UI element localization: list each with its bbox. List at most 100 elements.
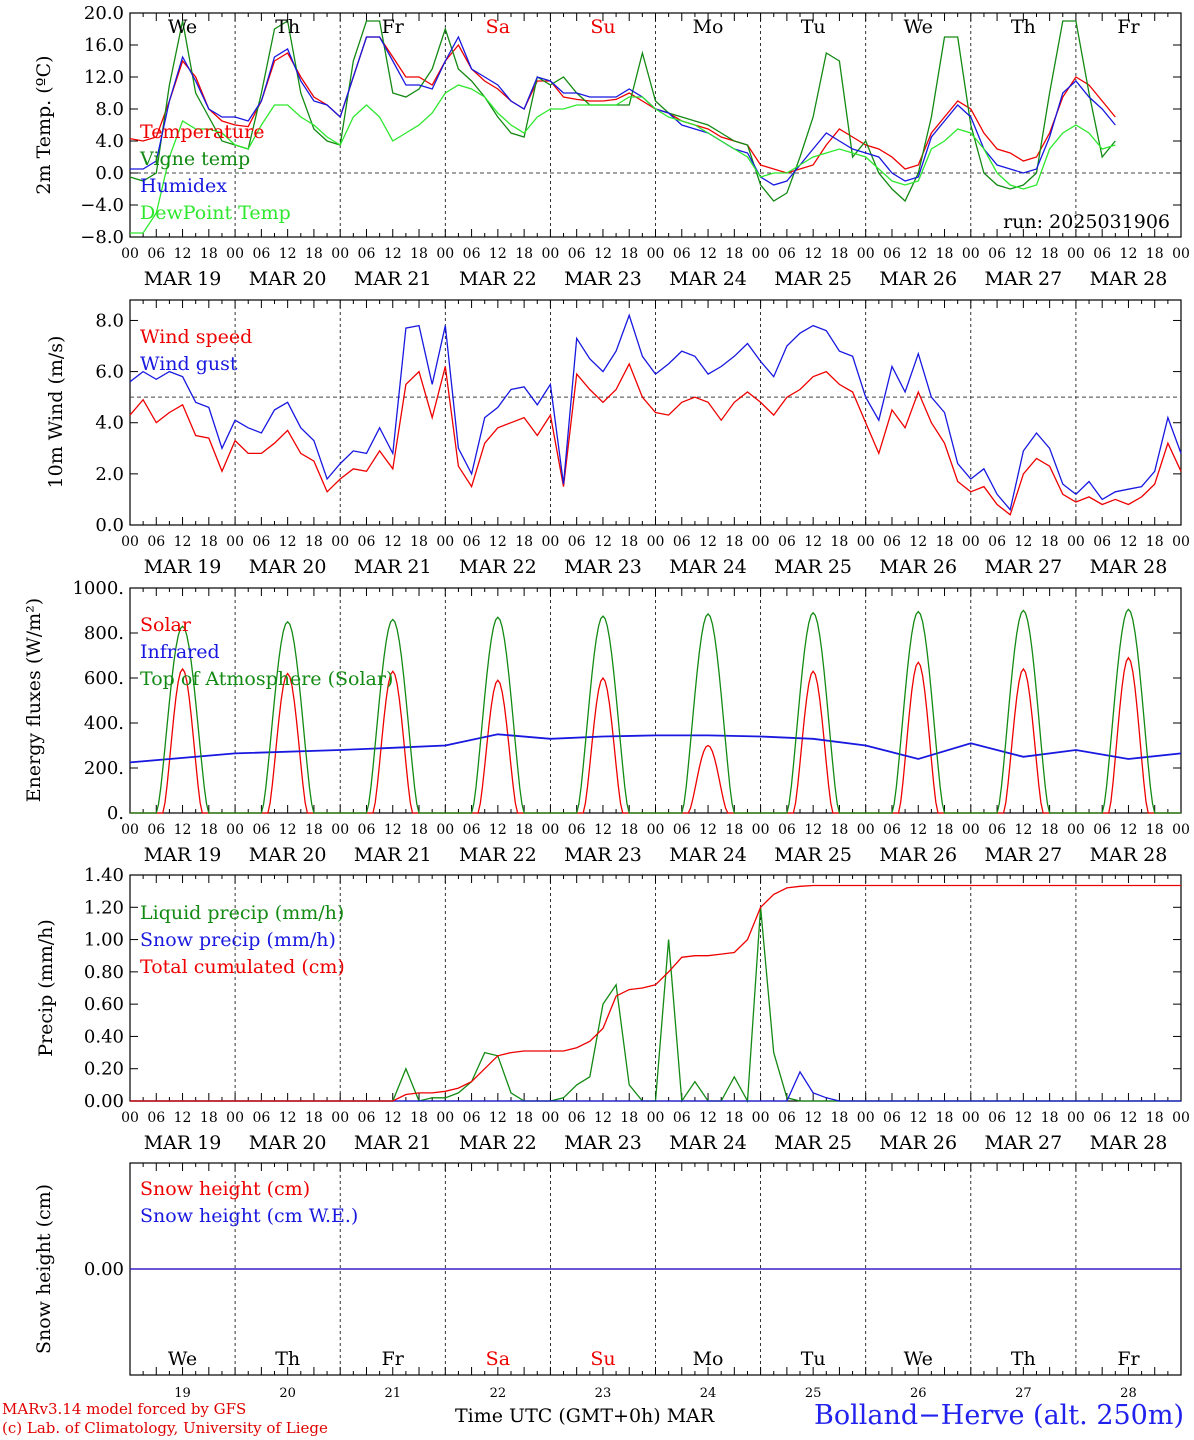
x-hour-tick-label: 00: [331, 1110, 349, 1126]
x-hour-tick-label: 00: [962, 534, 980, 550]
x-hour-tick-label: 06: [568, 1110, 586, 1126]
x-hour-tick-label: 12: [489, 1110, 507, 1126]
legend-entry: Vigne temp: [139, 148, 250, 170]
x-hour-tick-label: 06: [568, 534, 586, 550]
x-hour-tick-label: 12: [1120, 1110, 1138, 1126]
legend-entry: Snow height (cm): [140, 1178, 310, 1200]
x-hour-tick-label: 06: [988, 246, 1006, 262]
x-hour-tick-label: 18: [200, 246, 218, 262]
x-hour-tick-label: 18: [936, 822, 954, 838]
weekday-label: Th: [275, 1348, 300, 1370]
wind-legend: Wind speed Wind gust: [140, 326, 252, 375]
weekday-label: Th: [1011, 1348, 1036, 1370]
y-tick-label: 8.0: [95, 99, 124, 120]
x-axis-title: Time UTC (GMT+0h) MAR: [455, 1405, 715, 1427]
x-hour-tick-label: 12: [1120, 534, 1138, 550]
x-hour-tick-label: 00: [857, 1110, 875, 1126]
weekday-label: Su: [590, 16, 615, 38]
x-hour-tick-label: 00: [647, 246, 665, 262]
x-hour-tick-label: 06: [252, 822, 270, 838]
snow-panel: 0.00 Snow height (cm) Snow height (cm W.E…: [33, 1162, 1182, 1401]
x-hour-tick-label: 06: [252, 1110, 270, 1126]
x-hour-tick-label: 12: [699, 246, 717, 262]
y-tick-label: 0.00: [84, 1091, 124, 1112]
x-day-label: MAR 21: [354, 556, 432, 578]
x-hour-tick-label: 00: [857, 822, 875, 838]
y-tick-label: 0.0: [95, 515, 124, 536]
x-hour-tick-label: 12: [909, 822, 927, 838]
weekday-label: Tu: [801, 1348, 826, 1370]
legend-entry: Wind gust: [140, 353, 238, 375]
x-hour-tick-label: 18: [515, 1110, 533, 1126]
x-day-label: MAR 24: [669, 1132, 747, 1154]
y-tick-label: 1000.: [72, 578, 124, 599]
x-hour-tick-label: 06: [463, 822, 481, 838]
temperature-x-axis: 00 06 12 18 00 06 12 18 00 06 12 18 00 06 12 18 00 06 12 18…: [121, 246, 1190, 290]
x-hour-tick-label: 18: [410, 1110, 428, 1126]
weekday-label: We: [904, 16, 933, 38]
x-day-label: MAR 25: [774, 268, 852, 290]
x-day-label: MAR 23: [564, 556, 642, 578]
x-hour-tick-label: 18: [620, 246, 638, 262]
x-day-label: MAR 28: [1090, 1132, 1168, 1154]
x-hour-tick-label: 12: [279, 534, 297, 550]
legend-entry: Snow precip (mm/h): [140, 929, 336, 951]
y-tick-label: 0.40: [84, 1026, 124, 1047]
x-hour-tick-label: 18: [410, 534, 428, 550]
x-hour-tick-label: 00: [541, 1110, 559, 1126]
x-day-label: MAR 27: [984, 556, 1062, 578]
x-hour-tick-label: 06: [568, 246, 586, 262]
x-hour-tick-label: 06: [358, 534, 376, 550]
x-hour-tick-label: 18: [831, 822, 849, 838]
x-hour-tick-label: 06: [778, 246, 796, 262]
temperature-weekday-labels: We Th Fr Sa Su Mo Tu We Th Fr: [168, 16, 1141, 38]
x-hour-tick-label: 00: [1172, 1110, 1190, 1126]
energy-panel: 0. 200. 400. 600. 800. 1000. Solar Infrared Top…: [23, 578, 1190, 866]
x-hour-tick-label: 00: [541, 246, 559, 262]
x-day-label: MAR 27: [984, 844, 1062, 866]
x-hour-tick-label: 00: [752, 246, 770, 262]
x-hour-tick-label: 18: [305, 822, 323, 838]
weekday-label: We: [168, 1348, 197, 1370]
energy-legend: Solar Infrared Top of Atmosphere (Solar): [140, 614, 393, 690]
x-hour-tick-label: 18: [620, 534, 638, 550]
x-day-label: MAR 24: [669, 268, 747, 290]
y-tick-label: 1.20: [84, 897, 124, 918]
legend-entry: Infrared: [140, 641, 220, 663]
model-credit: MARv3.14 model forced by GFS: [2, 1400, 247, 1418]
weekday-label: Fr: [382, 1348, 405, 1370]
temperature-panel: −8.0 −4.0 0.0 4.0 8.0 12.0 16.0 20.0 Temperatur…: [33, 3, 1190, 290]
legend-entry: Solar: [140, 614, 192, 636]
x-day-label: MAR 21: [354, 844, 432, 866]
day-number-label: 22: [490, 1386, 507, 1401]
y-tick-label: 8.0: [95, 310, 124, 331]
x-hour-tick-label: 00: [857, 534, 875, 550]
station-name: Bolland−Herve (alt. 250m): [814, 1400, 1184, 1431]
x-hour-tick-label: 00: [436, 534, 454, 550]
energy-series: [129, 608, 1182, 814]
x-hour-tick-label: 12: [279, 822, 297, 838]
weekday-label: Sa: [486, 16, 510, 38]
x-hour-tick-label: 18: [1041, 1110, 1059, 1126]
x-day-label: MAR 22: [459, 1132, 537, 1154]
weekday-label: We: [904, 1348, 933, 1370]
x-hour-tick-label: 00: [647, 822, 665, 838]
x-hour-tick-label: 18: [1146, 1110, 1164, 1126]
x-hour-tick-label: 06: [1093, 534, 1111, 550]
x-day-label: MAR 21: [354, 1132, 432, 1154]
x-hour-tick-label: 18: [936, 246, 954, 262]
y-tick-label: 1.00: [84, 930, 124, 951]
x-hour-tick-label: 06: [358, 246, 376, 262]
x-day-label: MAR 26: [879, 268, 957, 290]
weekday-label: We: [168, 16, 197, 38]
x-hour-tick-label: 18: [515, 822, 533, 838]
x-hour-tick-label: 18: [725, 1110, 743, 1126]
x-day-label: MAR 23: [564, 1132, 642, 1154]
x-hour-tick-label: 12: [384, 246, 402, 262]
x-hour-tick-label: 06: [883, 822, 901, 838]
x-hour-tick-label: 06: [147, 822, 165, 838]
x-day-label: MAR 28: [1090, 844, 1168, 866]
energy-y-ticks: 0. 200. 400. 600. 800. 1000.: [72, 578, 1181, 824]
x-hour-tick-label: 00: [541, 534, 559, 550]
x-hour-tick-label: 12: [804, 1110, 822, 1126]
